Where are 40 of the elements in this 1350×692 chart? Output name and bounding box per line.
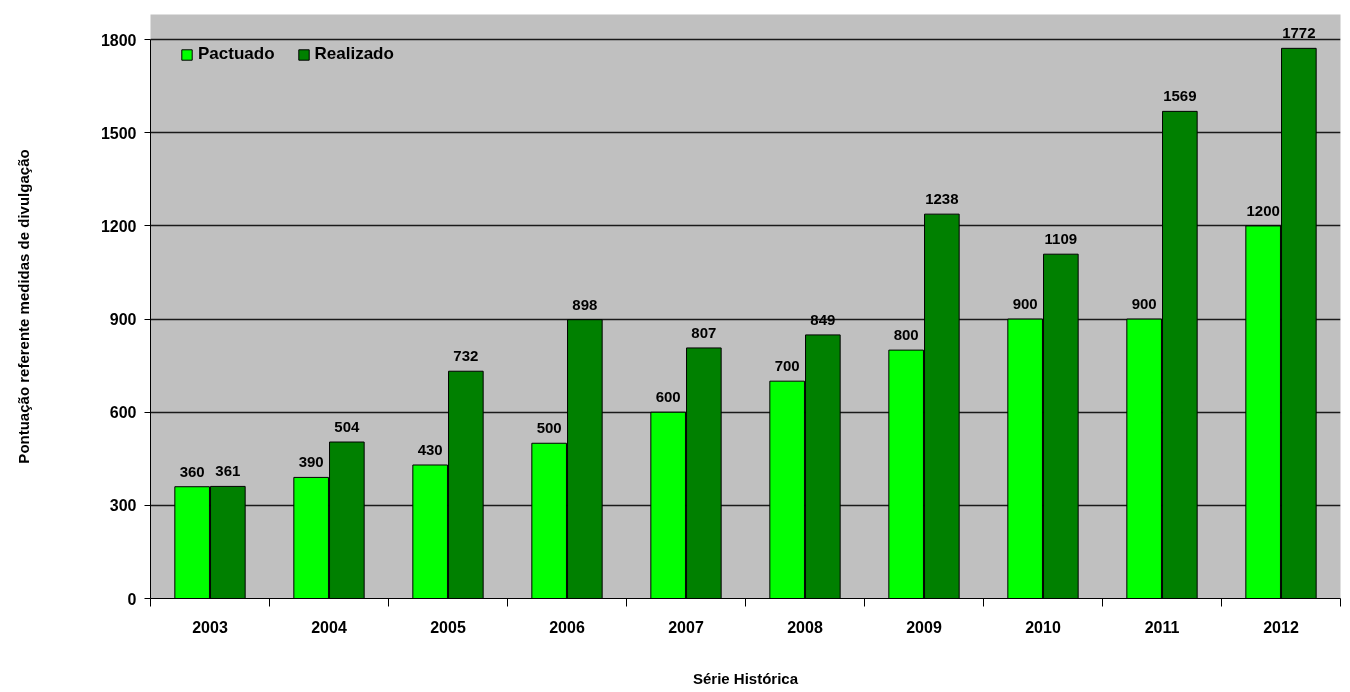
- data-label: 900: [1012, 295, 1038, 313]
- data-label: 361: [215, 462, 241, 480]
- data-label: 807: [691, 323, 717, 341]
- y-tick-label: 300: [109, 497, 137, 515]
- x-tick-label: 2004: [311, 618, 347, 636]
- y-tick-label: 0: [127, 590, 137, 608]
- data-label: 430: [417, 441, 443, 458]
- x-tick-label: 2005: [430, 618, 466, 636]
- y-tick-label: 900: [109, 311, 137, 329]
- data-label: 1772: [1282, 24, 1316, 42]
- y-tick-label: 1200: [100, 217, 137, 235]
- x-tick-label: 2012: [1263, 618, 1299, 636]
- data-label: 600: [655, 388, 681, 406]
- legend-label: Pactuado: [198, 44, 275, 64]
- x-tick-label: 2003: [192, 618, 228, 636]
- data-label: 360: [179, 462, 205, 480]
- data-label: 898: [572, 295, 598, 313]
- data-label: 700: [774, 357, 800, 375]
- data-label: 732: [453, 347, 479, 365]
- data-label: 500: [536, 419, 562, 437]
- legend-label: Realizado: [314, 44, 394, 64]
- x-tick-label: 2008: [787, 618, 823, 636]
- data-label: 1109: [1044, 230, 1078, 248]
- y-axis-title: Pontuação referente medidas de divulgação: [14, 149, 32, 464]
- x-tick-label: 2010: [1025, 618, 1061, 636]
- data-label: 1569: [1163, 87, 1197, 105]
- y-tick-label: 600: [109, 404, 137, 422]
- data-label: 504: [334, 418, 361, 436]
- x-tick-label: 2011: [1144, 618, 1180, 636]
- x-tick-label: 2007: [668, 618, 704, 636]
- x-tick-label: 2009: [906, 618, 942, 636]
- x-axis-title: Série Histórica: [692, 669, 799, 687]
- data-label: 1238: [925, 190, 959, 208]
- y-tick-label: 1500: [100, 124, 137, 142]
- data-label: 390: [298, 453, 324, 471]
- data-label: 800: [893, 326, 919, 344]
- x-tick-label: 2006: [549, 618, 585, 636]
- data-label: 900: [1131, 295, 1157, 313]
- y-tick-label: 1800: [100, 31, 137, 49]
- data-label: 1200: [1246, 201, 1280, 219]
